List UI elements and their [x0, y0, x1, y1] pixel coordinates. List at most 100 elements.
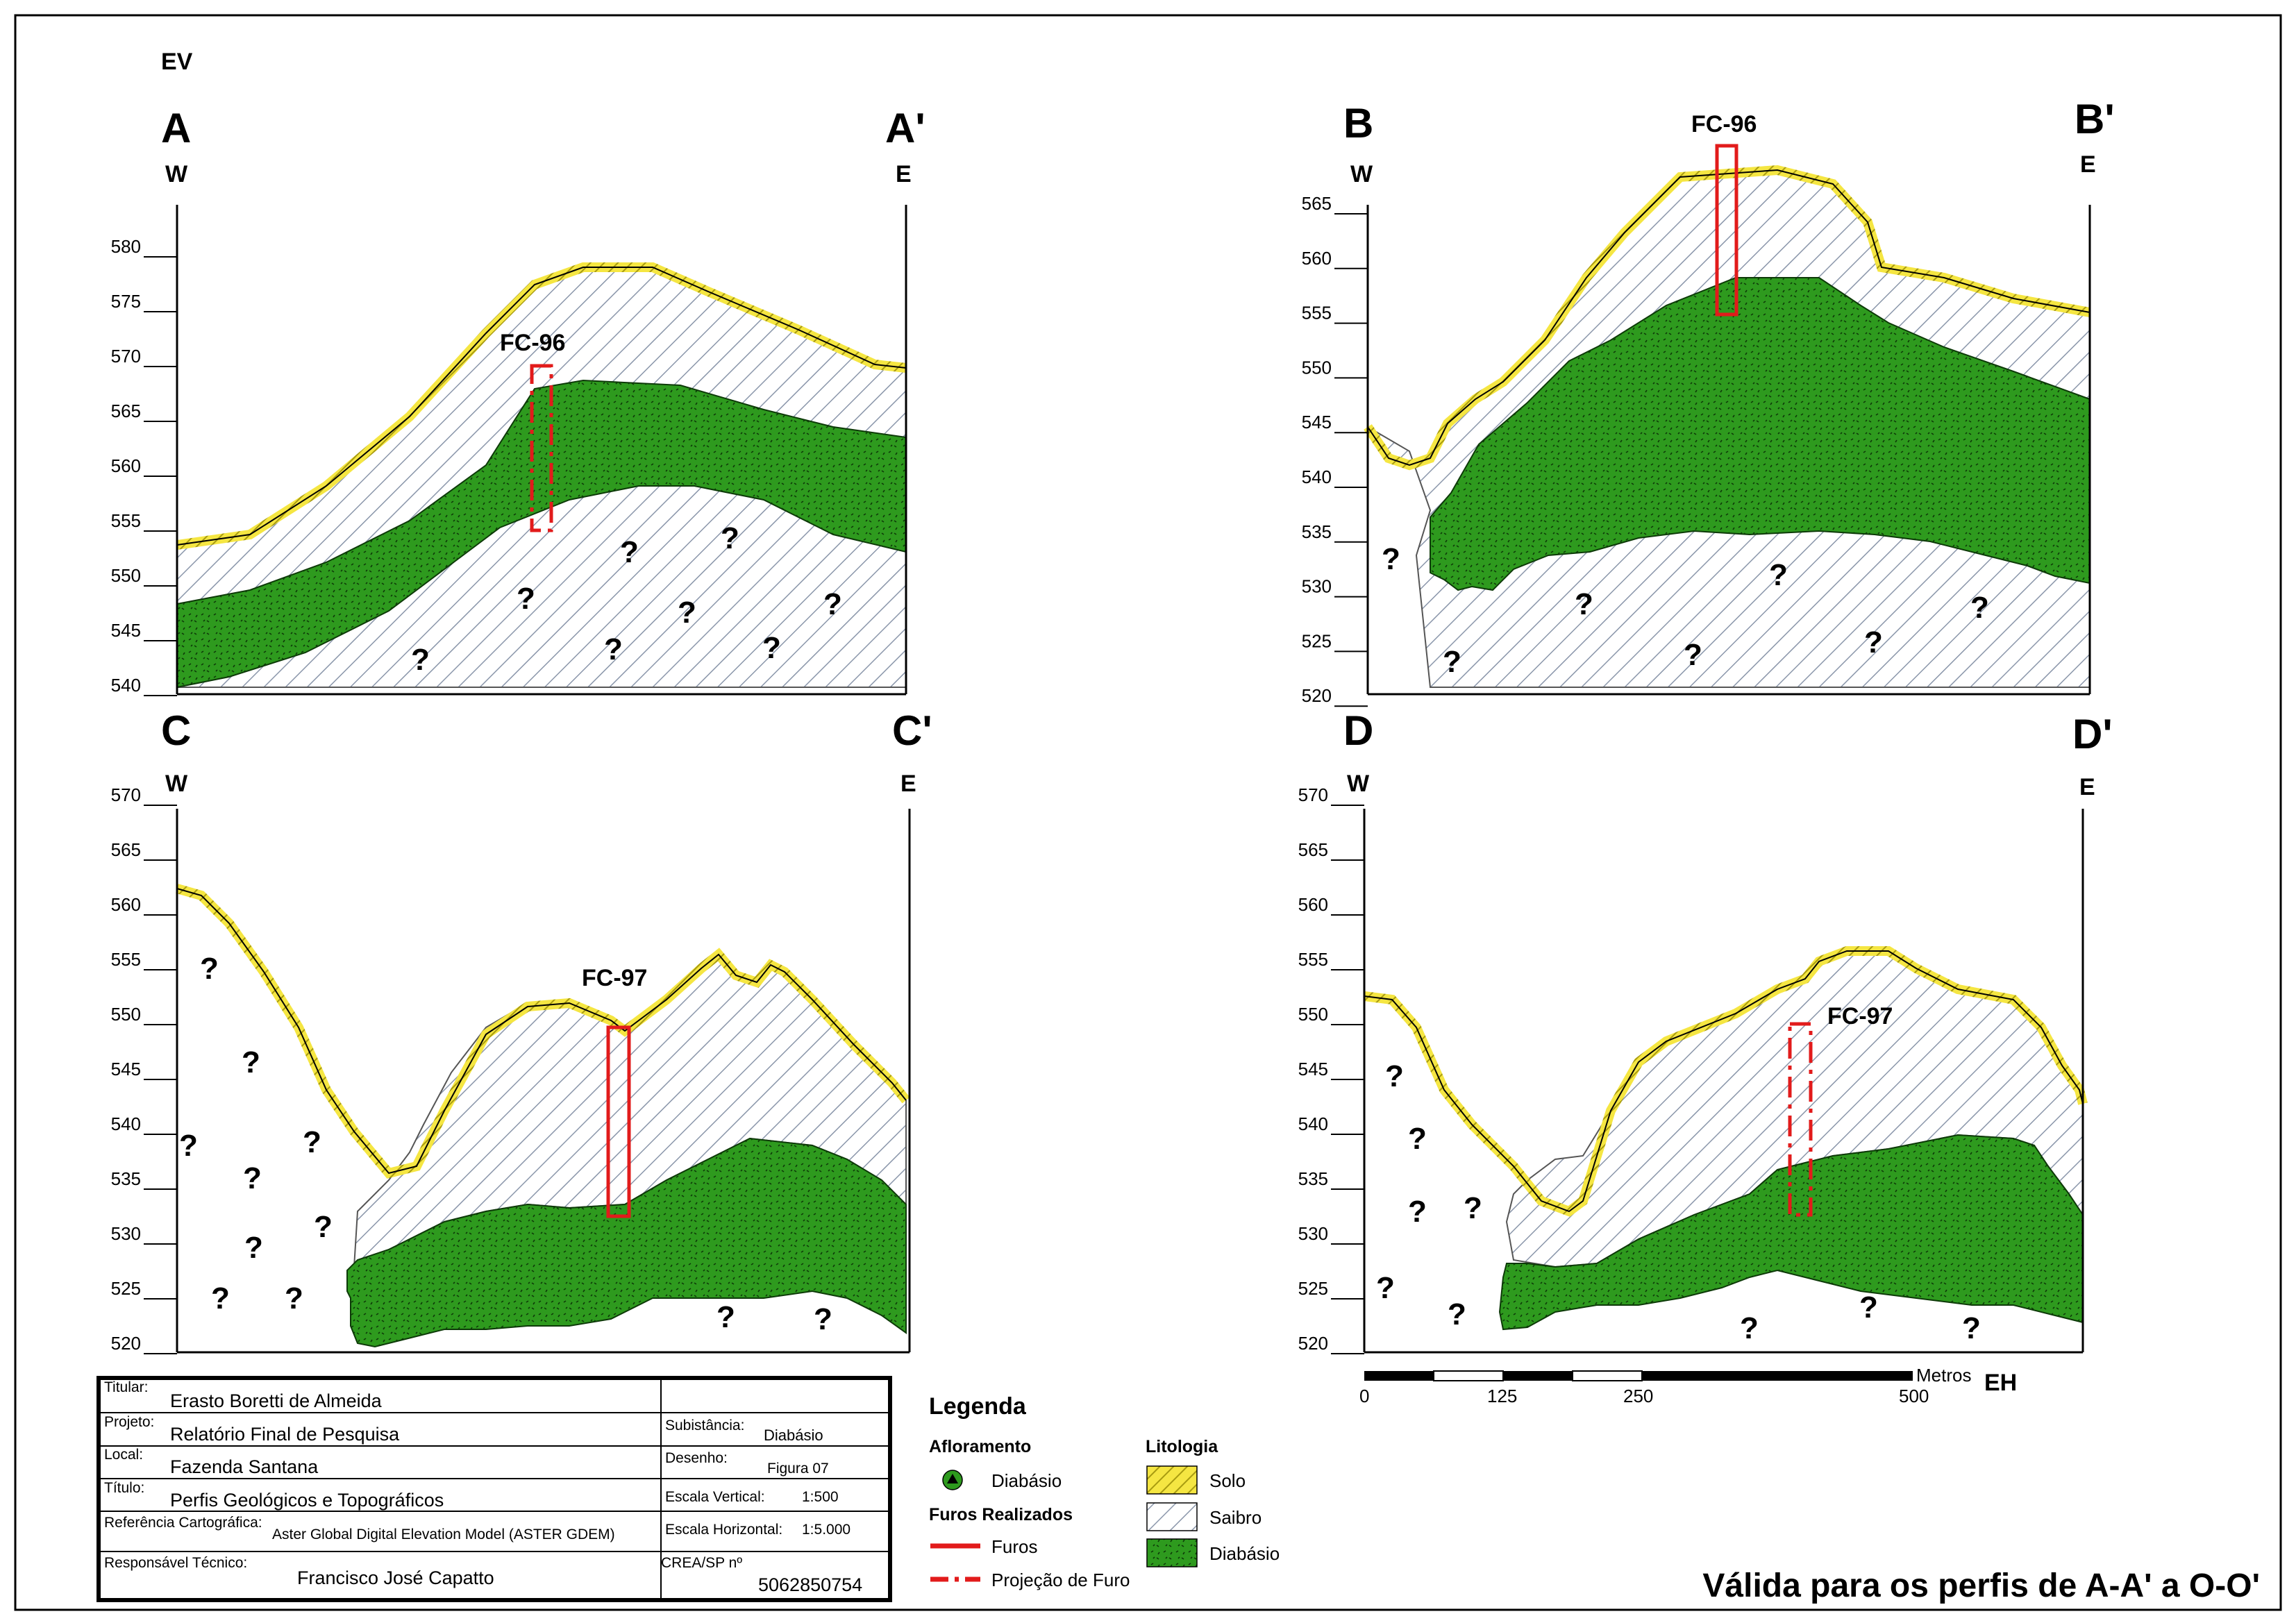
- legend: Legenda Afloramento Diabásio Furos Reali…: [929, 1393, 1280, 1590]
- hole-drilled: [606, 1025, 631, 1218]
- unknown-mark: ?: [1464, 1191, 1482, 1225]
- unknown-mark: ?: [244, 1231, 263, 1265]
- tick-label: 550: [111, 565, 141, 586]
- tick-label: 570: [111, 784, 141, 805]
- eh-label: EH: [1984, 1370, 2017, 1396]
- unknown-mark: ?: [814, 1302, 832, 1336]
- diabasio-label: Diabásio: [1209, 1543, 1280, 1564]
- unknown-mark: ?: [620, 535, 639, 569]
- titular-label: Titular:: [104, 1379, 148, 1395]
- hole-label: FC-96: [1691, 111, 1757, 137]
- scale-label: 125: [1487, 1386, 1517, 1406]
- east-label: E: [896, 161, 912, 187]
- tick-label: 520: [1302, 685, 1332, 706]
- unknown-mark: ?: [211, 1281, 230, 1315]
- ev-label: EV: [161, 49, 193, 75]
- unknown-mark: ?: [1448, 1297, 1466, 1331]
- tick-label: 530: [1302, 576, 1332, 597]
- tick-label: 560: [111, 894, 141, 915]
- west-label: W: [165, 161, 188, 187]
- crea-value: 5062850754: [758, 1574, 862, 1595]
- unknown-mark: ?: [242, 1045, 260, 1079]
- scale-label: 0: [1359, 1386, 1369, 1406]
- unknown-mark: ?: [1740, 1311, 1759, 1345]
- hole-projection: [1788, 1022, 1813, 1217]
- hole-projection: [530, 364, 553, 532]
- referencia-label: Referência Cartográfica:: [104, 1515, 262, 1531]
- ticks-c: 570 565 560 555 550 545 540 535 530 525 520: [111, 784, 177, 1354]
- tick-label: 535: [1302, 521, 1332, 542]
- unknown-mark: ?: [1385, 1059, 1404, 1093]
- unknown-mark: ?: [721, 521, 739, 555]
- tick-label: 560: [1298, 894, 1328, 915]
- unknown-mark: ?: [717, 1300, 735, 1334]
- title-block: Titular: Erasto Boretti de Almeida Proje…: [97, 1376, 892, 1602]
- unknown-marks: ? ? ? ? ? ? ?: [1382, 542, 1989, 679]
- tick-label: 575: [111, 291, 141, 312]
- tick-label: 550: [1298, 1004, 1328, 1025]
- tick-label: 560: [1302, 248, 1332, 269]
- tick-label: 545: [111, 620, 141, 641]
- unknown-mark: ?: [1684, 638, 1702, 672]
- triangle-icon: [947, 1474, 958, 1483]
- unknown-mark: ?: [1864, 625, 1883, 659]
- titular-value: Erasto Boretti de Almeida: [170, 1390, 383, 1411]
- scale-unit: Metros: [1916, 1365, 1971, 1386]
- escala-vertical-value: 1:500: [802, 1489, 839, 1505]
- tick-label: 580: [111, 236, 141, 257]
- tick-label: 520: [1298, 1333, 1328, 1354]
- tick-label: 525: [111, 1278, 141, 1299]
- local-value: Fazenda Santana: [170, 1456, 319, 1477]
- furos-item: Furos: [991, 1536, 1037, 1557]
- tick-label: 525: [1298, 1278, 1328, 1299]
- tick-label: 555: [111, 949, 141, 970]
- start-label: B: [1343, 100, 1373, 146]
- titulo-label: Título:: [104, 1480, 144, 1496]
- unknown-mark: ?: [1443, 645, 1461, 679]
- solo-label: Solo: [1209, 1470, 1246, 1491]
- hole-label: FC-97: [582, 965, 647, 991]
- projecao-item: Projeção de Furo: [991, 1570, 1130, 1590]
- east-label: E: [2079, 774, 2095, 800]
- tick-label: 540: [1298, 1113, 1328, 1134]
- tick-label: 570: [111, 346, 141, 367]
- unknown-mark: ?: [678, 596, 696, 630]
- tick-label: 560: [111, 455, 141, 476]
- end-label: A': [885, 105, 925, 151]
- validity-note: Válida para os perfis de A-A' a O-O': [1702, 1567, 2260, 1604]
- unknown-mark: ?: [200, 952, 219, 986]
- unknown-mark: ?: [1769, 558, 1788, 592]
- scale-bar: 0 125 250 500 Metros EH: [1359, 1365, 2017, 1406]
- titulo-value: Perfis Geológicos e Topográficos: [170, 1490, 444, 1511]
- west-label: W: [1347, 771, 1370, 797]
- tick-label: 520: [111, 1333, 141, 1354]
- diabasio-layer: [346, 1137, 907, 1348]
- diabasio-layer: [1430, 277, 2090, 591]
- tick-label: 565: [1298, 839, 1328, 860]
- tick-label: 550: [1302, 357, 1332, 378]
- tick-label: 540: [111, 1113, 141, 1134]
- unknown-mark: ?: [1962, 1311, 1981, 1345]
- hole-label: FC-97: [1827, 1003, 1893, 1029]
- tick-label: 555: [1302, 303, 1332, 323]
- saibro-label: Saibro: [1209, 1507, 1262, 1528]
- west-label: W: [165, 771, 188, 797]
- profile-c: 570 565 560 555 550 545 540 535 530 525 520 C C' W…: [111, 707, 932, 1354]
- end-label: B': [2075, 96, 2115, 142]
- responsavel-value: Francisco José Capatto: [297, 1567, 494, 1588]
- unknown-mark: ?: [823, 587, 842, 621]
- sheet-frame: [14, 14, 2282, 1611]
- unknown-mark: ?: [1408, 1195, 1427, 1229]
- tick-label: 555: [1298, 949, 1328, 970]
- escala-horizontal-value: 1:5.000: [802, 1522, 850, 1538]
- unknown-marks: ? ? ? ? ? ? ? ? ?: [1376, 1059, 1981, 1345]
- unknown-mark: ?: [517, 582, 535, 616]
- saibro-swatch: [1146, 1502, 1198, 1531]
- legend-title: Legenda: [929, 1393, 1027, 1420]
- unknown-mark: ?: [762, 631, 781, 665]
- west-label: W: [1350, 161, 1373, 187]
- end-label: D': [2072, 711, 2113, 757]
- unknown-mark: ?: [604, 632, 623, 666]
- substancia-label: Subistância:: [665, 1418, 744, 1433]
